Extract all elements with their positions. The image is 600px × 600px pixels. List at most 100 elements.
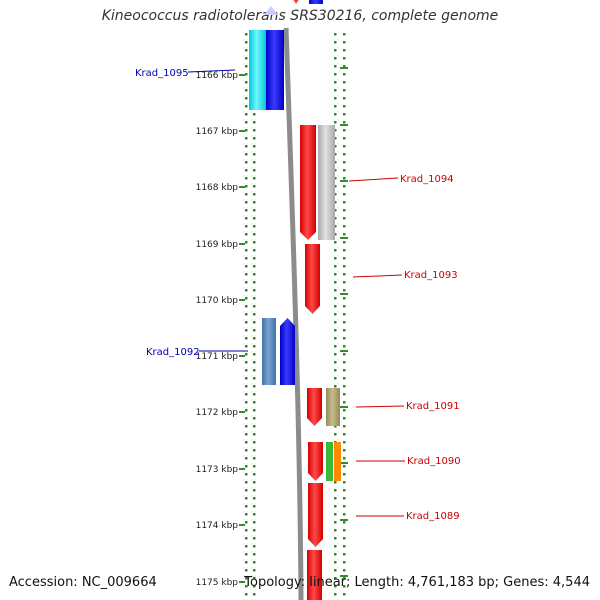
- track-dot: [245, 113, 248, 116]
- gene-arrow[interactable]: [300, 125, 316, 240]
- genome-stats-label: Topology: linear; Length: 4,761,183 bp; …: [244, 575, 590, 590]
- gene-arrow[interactable]: [308, 442, 323, 481]
- track-dot: [245, 417, 248, 420]
- track-dot: [343, 305, 346, 308]
- gene-block[interactable]: [326, 388, 340, 426]
- gene-label[interactable]: Krad_1092: [146, 347, 200, 358]
- track-dot: [334, 97, 337, 100]
- gene-block[interactable]: [307, 550, 322, 600]
- track-dot: [343, 593, 346, 596]
- track-dot: [343, 585, 346, 588]
- gene-label[interactable]: Krad_1093: [404, 270, 458, 281]
- track-dot: [334, 425, 337, 428]
- axis-tick-mark: [239, 468, 245, 470]
- track-dot: [343, 281, 346, 284]
- track-dot: [334, 289, 337, 292]
- track-dot: [253, 585, 256, 588]
- track-dot: [253, 297, 256, 300]
- track-dot: [343, 145, 346, 148]
- track-dot: [343, 185, 346, 188]
- track-dot: [334, 73, 337, 76]
- gene-label[interactable]: Krad_1091: [406, 401, 460, 412]
- track-dot: [245, 361, 248, 364]
- axis-tick-mark: [340, 519, 348, 521]
- track-dot: [245, 529, 248, 532]
- gene-block[interactable]: [326, 442, 333, 481]
- track-dot: [245, 489, 248, 492]
- track-dot: [245, 393, 248, 396]
- track-dot: [253, 457, 256, 460]
- track-dot: [245, 481, 248, 484]
- map-title: Kineococcus radiotolerans SRS30216, comp…: [101, 8, 499, 24]
- track-dot: [334, 177, 337, 180]
- gene-block[interactable]: [318, 125, 335, 240]
- axis-tick-mark: [340, 575, 348, 577]
- gene-label[interactable]: Krad_1089: [406, 511, 460, 522]
- track-dot: [334, 337, 337, 340]
- track-dot: [245, 145, 248, 148]
- track-dot: [245, 593, 248, 596]
- gene-label[interactable]: Krad_1094: [400, 174, 454, 185]
- track-dot: [343, 521, 346, 524]
- track-dot: [245, 73, 248, 76]
- track-dot: [245, 121, 248, 124]
- track-dot: [245, 545, 248, 548]
- track-dot: [343, 529, 346, 532]
- gene-arrow[interactable]: [280, 318, 295, 385]
- gene-arrow[interactable]: [307, 388, 322, 426]
- track-dot: [334, 433, 337, 436]
- track-dot: [343, 481, 346, 484]
- gene-block[interactable]: [334, 442, 341, 481]
- axis-tick-mark: [239, 524, 245, 526]
- gene-arrow[interactable]: [264, 6, 278, 15]
- track-dot: [334, 113, 337, 116]
- axis-tick-label: 1166 kbp: [196, 71, 239, 81]
- gene-label[interactable]: Krad_1090: [407, 456, 461, 467]
- track-dot: [343, 297, 346, 300]
- track-dot: [343, 153, 346, 156]
- track-dot: [334, 49, 337, 52]
- track-dot: [334, 481, 337, 484]
- track-dot: [253, 433, 256, 436]
- gene-block[interactable]: [262, 318, 276, 385]
- gene-block[interactable]: [249, 30, 266, 110]
- track-dot: [334, 225, 337, 228]
- track-dot: [245, 33, 248, 36]
- gene-block[interactable]: [266, 30, 284, 110]
- track-dot: [343, 81, 346, 84]
- track-dot: [343, 489, 346, 492]
- track-dot: [334, 153, 337, 156]
- track-dot: [245, 273, 248, 276]
- track-dot: [334, 497, 337, 500]
- track-dot: [245, 465, 248, 468]
- track-dot: [253, 425, 256, 428]
- track-dot: [245, 305, 248, 308]
- track-dot: [245, 577, 248, 580]
- gene-arrow[interactable]: [305, 244, 320, 314]
- genome-backbone: [283, 27, 304, 600]
- gene-arrow[interactable]: [308, 483, 323, 547]
- track-dot: [253, 273, 256, 276]
- axis-tick-label: 1171 kbp: [196, 352, 239, 362]
- track-dot: [334, 505, 337, 508]
- track-dot: [334, 265, 337, 268]
- track-dot: [334, 385, 337, 388]
- track-dot: [343, 193, 346, 196]
- track-dot: [245, 409, 248, 412]
- axis-tick-mark: [239, 186, 245, 188]
- track-dot: [245, 585, 248, 588]
- track-dot: [253, 281, 256, 284]
- gene-label[interactable]: Krad_1095: [135, 68, 189, 79]
- track-dot: [253, 409, 256, 412]
- gene-block[interactable]: [309, 0, 323, 4]
- track-dot: [245, 169, 248, 172]
- axis-tick-label: 1168 kbp: [196, 183, 239, 193]
- track-dot: [334, 105, 337, 108]
- track-dot: [253, 369, 256, 372]
- gene-arrow[interactable]: [291, 0, 301, 4]
- track-dot: [343, 353, 346, 356]
- track-dot: [334, 329, 337, 332]
- track-dot: [253, 521, 256, 524]
- track-dot: [343, 65, 346, 68]
